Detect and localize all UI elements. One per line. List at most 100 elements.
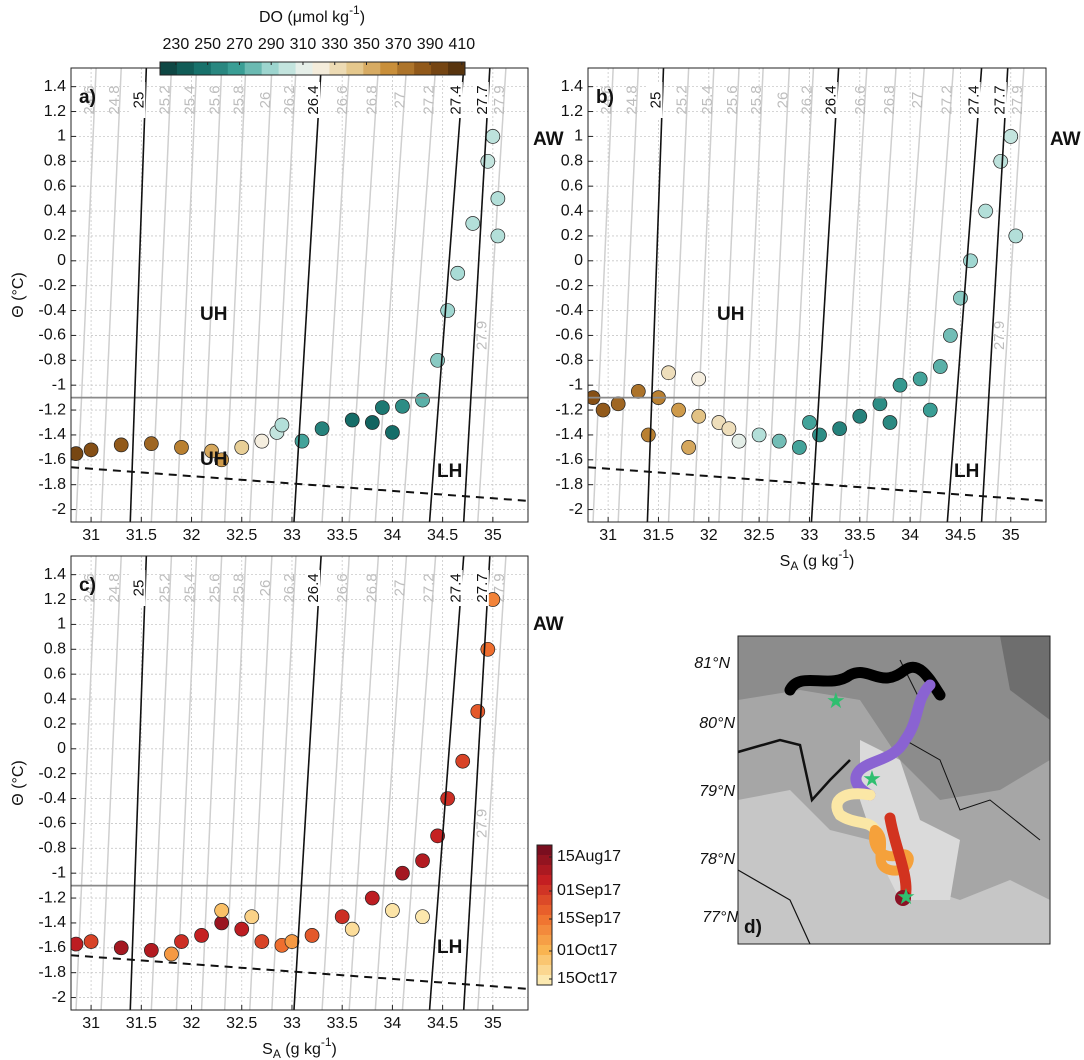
isopycnal-label: 25.6 (724, 85, 741, 114)
data-point (174, 934, 189, 949)
isopycnal-label: 26.6 (334, 85, 351, 114)
isopycnal-label: 24.6 (81, 85, 98, 114)
colorbar-swatch (537, 955, 552, 966)
x-tick-label: 31 (82, 527, 100, 544)
isopycnal-label: 27.7 (474, 85, 491, 114)
annotation: AW (533, 614, 564, 635)
isopycnal-minor (150, 556, 173, 1010)
colorbar-tick-label: 410 (448, 36, 475, 53)
y-tick-label: -0.6 (38, 815, 66, 832)
isopycnal-minor (321, 556, 350, 1010)
data-point (485, 129, 501, 144)
colorbar-swatch (431, 62, 449, 75)
data-point (480, 641, 496, 657)
axis-label-part: -1 (838, 547, 849, 561)
lat-label: 77°N (702, 909, 738, 926)
isopycnal (980, 68, 1009, 522)
plot-area: 24.6 24.8 25.2 25.4 25.6 25.8 26 26.2 26.6 26.8 27… (71, 68, 528, 522)
data-point (832, 421, 847, 437)
isopycnal-minor (100, 556, 122, 1010)
y-tick-label: 0.2 (44, 227, 66, 244)
colorbar-tick-label: 15Sep17 (557, 910, 621, 927)
data-point (932, 359, 948, 374)
y-tick-label: -2 (569, 501, 583, 518)
x-tick-label: 31.5 (126, 527, 157, 544)
data-point (480, 153, 496, 169)
isopycnal-minor (249, 556, 273, 1010)
isopycnal-label: 25.4 (182, 573, 199, 602)
data-point (731, 433, 747, 449)
isopycnal-label: 26.2 (798, 85, 815, 114)
data-point (214, 915, 230, 931)
y-tick-label: -2 (52, 989, 66, 1006)
annotation: LH (437, 461, 462, 482)
y-tick-label: 1.4 (44, 78, 66, 95)
label-bg (473, 570, 489, 606)
isopycnal-minor (200, 68, 223, 522)
colorbar-swatch (537, 945, 552, 956)
isopycnal (428, 68, 465, 522)
data-point (234, 440, 250, 455)
data-point (812, 427, 827, 443)
isopycnal-label: 25.8 (231, 573, 248, 602)
y-tick-label: 0 (574, 252, 583, 269)
data-point (395, 865, 410, 881)
isopycnal-minor (401, 68, 437, 522)
data-point (943, 328, 958, 343)
label-bg (305, 570, 321, 606)
data-point (792, 440, 807, 455)
y-tick-label: -1.2 (38, 401, 66, 418)
isopycnal-label: 25.8 (231, 85, 248, 114)
y-tick-label: 1.2 (44, 103, 66, 120)
x-tick-label: 35 (1002, 527, 1020, 544)
colorbar-tick-label: 290 (258, 36, 285, 53)
data-point (334, 909, 350, 925)
label-bg (447, 82, 463, 118)
panel-label: c) (79, 575, 96, 596)
isopycnal-minor (223, 68, 247, 522)
isopycnal (428, 556, 465, 1010)
data-point (882, 415, 898, 430)
plot-frame (587, 67, 1047, 523)
freezing-line (71, 466, 528, 502)
annotation: UH (200, 449, 227, 470)
data-point (144, 942, 159, 958)
isopycnal-label: 25.2 (156, 85, 173, 114)
colorbar-swatch (537, 965, 552, 976)
y-axis-label: Θ (°C) (10, 272, 27, 318)
y-tick-label: 0.8 (44, 641, 66, 658)
data-point (691, 371, 707, 387)
colorbar-frame (536, 844, 553, 986)
y-tick-label: 0.6 (44, 665, 66, 682)
isopycnal-label: 25.6 (207, 573, 224, 602)
colorbar-swatch (537, 935, 552, 946)
map-frame (737, 635, 1051, 945)
data-point (415, 853, 430, 869)
panel-label: a) (79, 87, 96, 108)
colorbar-swatch (329, 62, 347, 75)
station-star: ★ (862, 766, 882, 791)
data-point (681, 440, 697, 455)
y-tick-label: -1.4 (38, 426, 66, 443)
isopycnal-label: 25.8 (748, 85, 765, 114)
data-point (978, 203, 993, 219)
data-point (630, 384, 646, 399)
colorbar-tick-label: 15Aug17 (557, 848, 621, 865)
colorbar-swatch (537, 875, 552, 886)
isopycnal-label: 24.8 (106, 573, 123, 602)
data-point (113, 437, 129, 453)
colorbar-swatch (160, 62, 178, 75)
colorbar-swatch (537, 885, 552, 896)
isopycnal-minor (75, 68, 97, 522)
axis-label-part: (g kg (798, 553, 838, 570)
data-point (450, 265, 466, 281)
x-tick-label: 32 (183, 1015, 201, 1032)
colorbar-swatch (537, 915, 552, 926)
station-star: ★ (826, 688, 846, 713)
colorbar-swatch (537, 855, 552, 866)
map-panel: ★ ★ ★ 81°N 80°N 79°N 78°N 77°N d) (694, 635, 1051, 945)
label-bg (822, 82, 838, 118)
x-tick-label: 32 (183, 527, 201, 544)
x-tick-label: 32 (700, 527, 718, 544)
y-tick-label: -1.6 (555, 451, 583, 468)
